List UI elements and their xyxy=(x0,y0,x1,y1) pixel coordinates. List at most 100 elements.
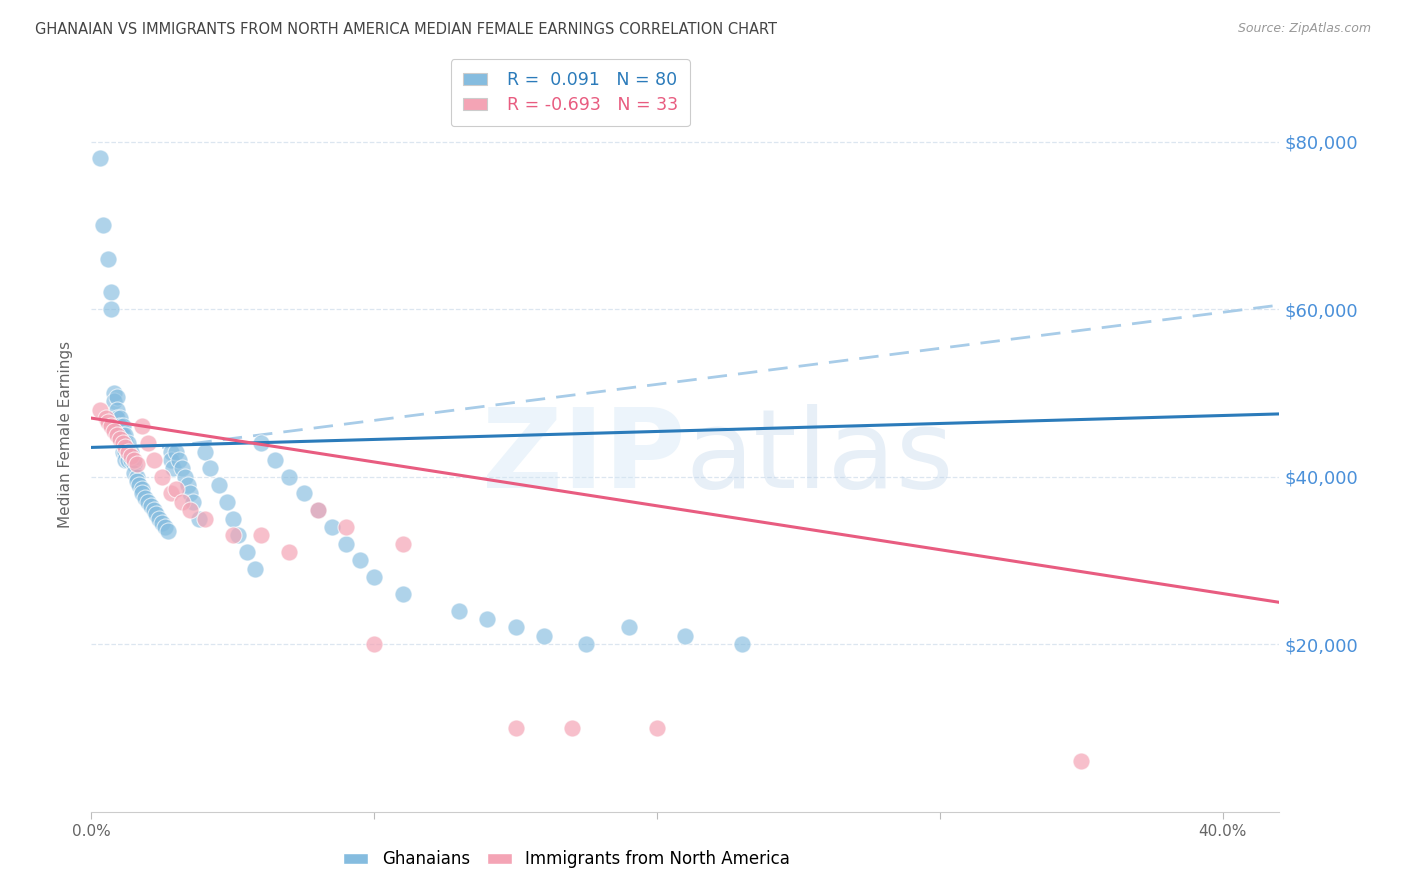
Point xyxy=(125,469,148,483)
Point xyxy=(505,620,527,634)
Point xyxy=(94,411,117,425)
Point xyxy=(114,453,136,467)
Point xyxy=(105,402,128,417)
Point xyxy=(505,721,527,735)
Point xyxy=(136,495,159,509)
Point xyxy=(97,252,120,266)
Point xyxy=(363,570,385,584)
Point xyxy=(120,453,142,467)
Point xyxy=(533,629,555,643)
Point xyxy=(278,469,301,483)
Point xyxy=(391,587,413,601)
Point xyxy=(103,394,125,409)
Point xyxy=(250,436,273,450)
Point xyxy=(114,436,136,450)
Point xyxy=(142,453,165,467)
Point xyxy=(131,483,153,497)
Point xyxy=(167,453,190,467)
Point xyxy=(117,444,139,458)
Point xyxy=(217,495,239,509)
Point xyxy=(307,503,329,517)
Point xyxy=(170,495,193,509)
Point xyxy=(108,432,131,446)
Point xyxy=(165,483,187,497)
Point xyxy=(159,444,181,458)
Point xyxy=(114,441,136,455)
Legend: Ghanaians, Immigrants from North America: Ghanaians, Immigrants from North America xyxy=(337,844,796,875)
Point xyxy=(105,390,128,404)
Point xyxy=(264,453,287,467)
Point xyxy=(673,629,696,643)
Point xyxy=(114,427,136,442)
Point xyxy=(111,436,134,450)
Point xyxy=(335,520,357,534)
Point xyxy=(162,461,184,475)
Point xyxy=(114,444,136,458)
Point xyxy=(170,461,193,475)
Point xyxy=(150,516,173,530)
Point xyxy=(349,553,371,567)
Point xyxy=(181,495,204,509)
Point xyxy=(111,419,134,434)
Point xyxy=(150,469,173,483)
Point xyxy=(159,486,181,500)
Point xyxy=(165,444,187,458)
Point xyxy=(250,528,273,542)
Text: GHANAIAN VS IMMIGRANTS FROM NORTH AMERICA MEDIAN FEMALE EARNINGS CORRELATION CHA: GHANAIAN VS IMMIGRANTS FROM NORTH AMERIC… xyxy=(35,22,778,37)
Point xyxy=(561,721,583,735)
Point xyxy=(236,545,259,559)
Point xyxy=(477,612,499,626)
Point xyxy=(208,478,231,492)
Point xyxy=(100,302,122,317)
Point xyxy=(139,499,162,513)
Point xyxy=(111,444,134,458)
Point xyxy=(156,524,179,538)
Point xyxy=(193,511,215,525)
Point xyxy=(128,478,150,492)
Point xyxy=(105,411,128,425)
Point xyxy=(100,285,122,300)
Point xyxy=(1070,755,1092,769)
Point xyxy=(97,415,120,429)
Point xyxy=(122,453,145,467)
Point xyxy=(111,436,134,450)
Point xyxy=(122,457,145,471)
Point xyxy=(100,419,122,434)
Point xyxy=(120,444,142,458)
Point xyxy=(103,386,125,401)
Point xyxy=(120,449,142,463)
Point xyxy=(105,419,128,434)
Point xyxy=(108,427,131,442)
Point xyxy=(89,152,111,166)
Point xyxy=(131,486,153,500)
Point xyxy=(89,402,111,417)
Point xyxy=(307,503,329,517)
Point xyxy=(148,511,170,525)
Point xyxy=(117,453,139,467)
Point xyxy=(391,537,413,551)
Point xyxy=(153,520,176,534)
Point xyxy=(731,637,754,651)
Point xyxy=(117,444,139,458)
Point xyxy=(105,427,128,442)
Y-axis label: Median Female Earnings: Median Female Earnings xyxy=(58,342,73,528)
Point xyxy=(645,721,668,735)
Text: ZIP: ZIP xyxy=(482,404,685,511)
Point xyxy=(179,486,201,500)
Point xyxy=(363,637,385,651)
Text: atlas: atlas xyxy=(685,404,953,511)
Point xyxy=(117,436,139,450)
Point xyxy=(187,511,209,525)
Point xyxy=(200,461,222,475)
Point xyxy=(222,511,245,525)
Point xyxy=(292,486,315,500)
Point xyxy=(449,604,471,618)
Point xyxy=(111,427,134,442)
Point xyxy=(108,419,131,434)
Point xyxy=(228,528,250,542)
Point xyxy=(222,528,245,542)
Point xyxy=(145,508,167,522)
Point xyxy=(125,474,148,488)
Point xyxy=(245,562,267,576)
Point xyxy=(159,453,181,467)
